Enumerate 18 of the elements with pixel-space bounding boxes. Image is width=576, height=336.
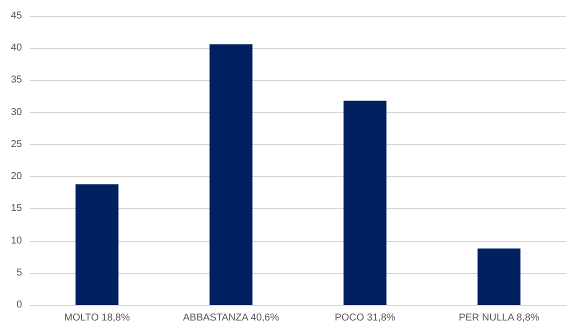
- bar: [210, 44, 252, 305]
- y-tick-label: 0: [16, 300, 22, 310]
- x-tick-label: PER NULLA 8,8%: [458, 312, 540, 324]
- y-tick-label: 40: [10, 42, 22, 54]
- y-tick-label: 5: [16, 267, 22, 278]
- y-tick-label: 25: [10, 138, 22, 150]
- y-tick-label: 45: [10, 10, 22, 22]
- y-tick-label: 15: [10, 203, 22, 214]
- bar: [344, 100, 386, 305]
- y-tick-label: 10: [10, 235, 22, 246]
- y-tick-label: 30: [10, 106, 22, 118]
- x-tick-label: POCO 31,8%: [334, 312, 396, 324]
- x-tick-label: ABBASTANZA 40,6%: [183, 312, 280, 324]
- bar: [478, 248, 520, 305]
- y-tick-label: 20: [10, 171, 22, 182]
- bar: [76, 184, 118, 305]
- x-tick-label: MOLTO 18,8%: [64, 312, 130, 324]
- y-tick-label: 35: [10, 74, 22, 86]
